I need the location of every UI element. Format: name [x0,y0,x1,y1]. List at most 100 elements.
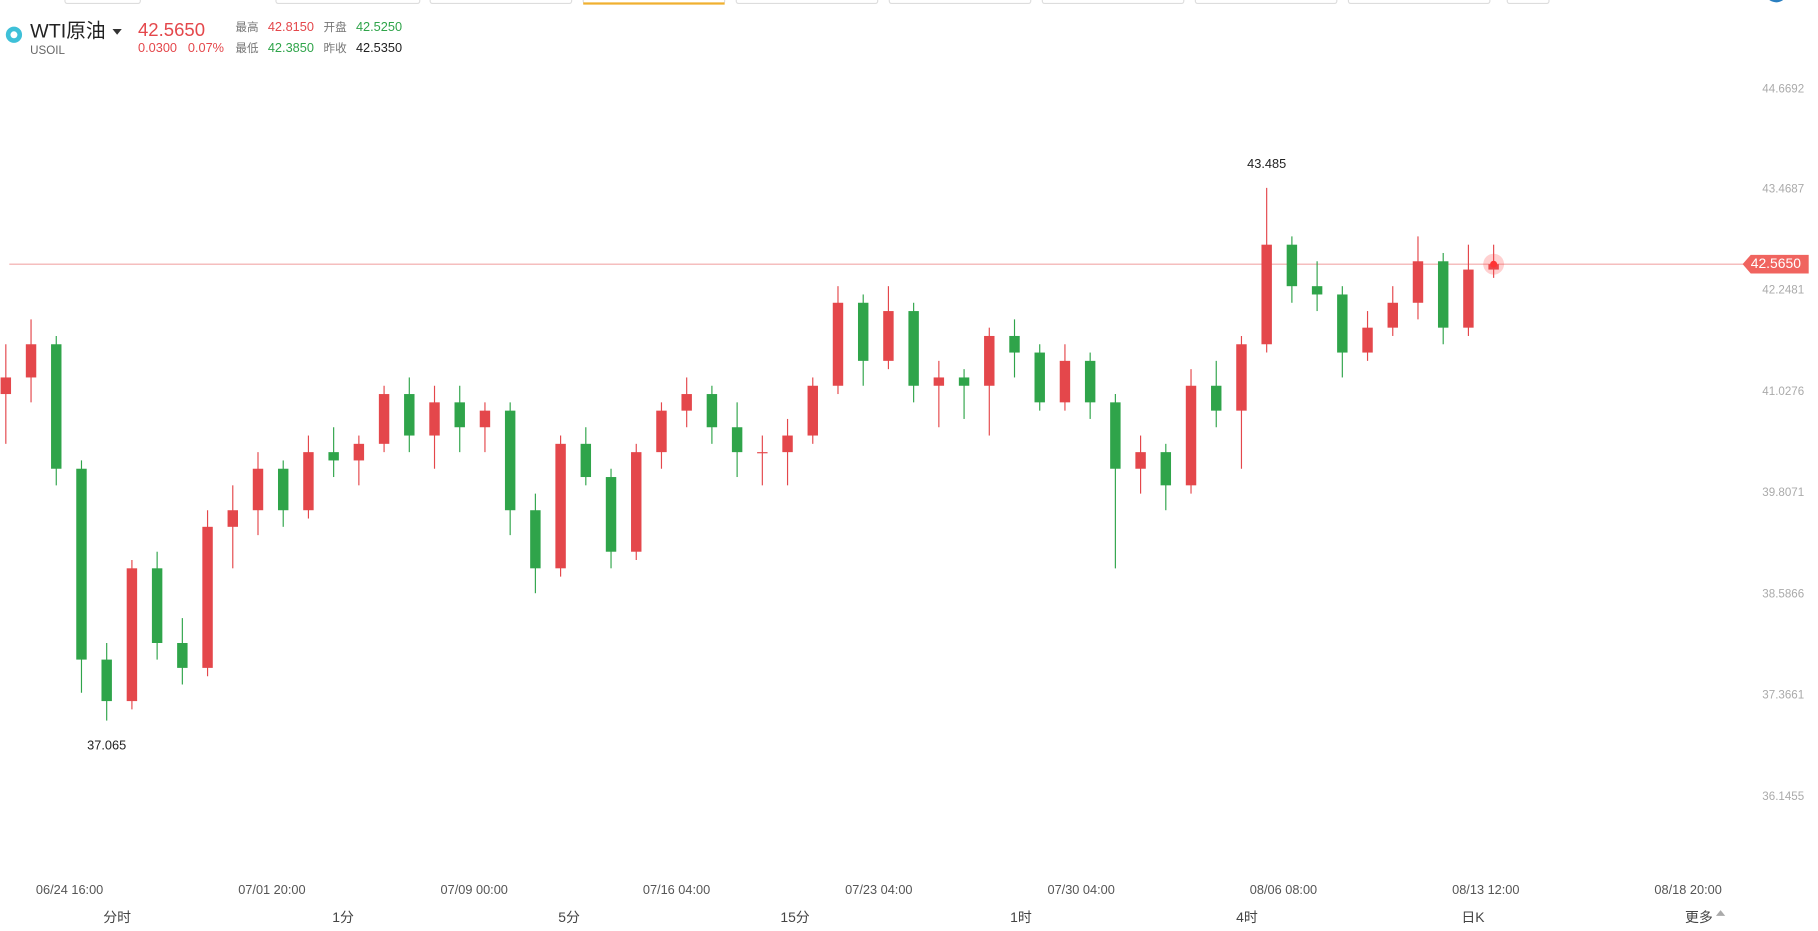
candle-body [1387,302,1398,328]
tab-box[interactable] [275,0,421,5]
header-price: 42.5650 [138,19,205,40]
candle-body [454,402,465,428]
period-tab[interactable]: 4时 [1236,909,1258,925]
top-tabs [64,0,1550,5]
candle-body [1185,385,1197,486]
min-label: 37.065 [87,737,126,752]
candle-body [1463,269,1474,328]
candle-body [1236,344,1247,411]
period-tab[interactable]: 日K [1461,909,1485,925]
tab-box[interactable] [429,0,573,5]
tab-box[interactable] [888,0,1032,5]
max-label: 43.485 [1247,156,1286,171]
y-tick-label: 44.6692 [1762,84,1804,96]
stat-value: 42.5350 [356,40,402,55]
candle-body [1311,286,1323,295]
x-tick-label: 08/13 12:00 [1452,882,1519,897]
candle-body [731,427,743,453]
candle-body [681,394,692,411]
x-tick-label: 07/30 04:00 [1047,882,1114,897]
candle-body [1211,385,1222,411]
avatar[interactable] [1765,0,1788,3]
candle-body [51,344,62,469]
candle-body [782,435,793,453]
x-tick-label: 08/18 20:00 [1654,882,1721,897]
last-dot [1490,260,1498,268]
candle-body [631,452,642,552]
period-tab[interactable]: 更多 [1685,909,1713,925]
candle-body [1135,452,1146,469]
candle-body [504,410,516,511]
period-tab[interactable]: 15分 [780,909,809,925]
candle-body [832,302,844,386]
candle-body [126,568,138,702]
candle-body [958,377,970,386]
y-tick-label: 42.2481 [1762,285,1804,297]
symbol-name[interactable]: WTI原油 [30,21,105,43]
stat-label: 最高 [235,20,258,34]
candle-body [1059,360,1071,403]
candle-body [555,443,566,569]
x-tick-label: 07/01 20:00 [238,882,305,897]
candle-body [605,477,617,552]
candle-body [1286,244,1298,287]
x-tick-label: 07/23 04:00 [845,882,912,897]
candle-body [277,468,289,511]
y-tick-label: 38.5866 [1762,588,1804,600]
stat-value: 42.3850 [268,40,314,55]
candle-body [227,510,238,527]
y-tick-label: 37.3661 [1762,690,1804,702]
period-tab[interactable]: 1分 [332,909,354,925]
dropdown-arrow[interactable] [112,28,122,35]
candle-body [1160,452,1172,486]
candle-body [984,335,995,386]
candle-body [404,394,415,436]
y-tick-label: 36.1455 [1762,791,1804,803]
period-tab[interactable]: 1时 [1010,909,1032,925]
last-price-label: 42.5650 [1751,255,1802,271]
stat-label: 开盘 [324,20,348,34]
candle-body [353,443,365,461]
candle-body [252,468,264,511]
candle-body [151,568,163,643]
candle-body [25,344,37,378]
candle-body [378,394,390,444]
candle-body [1412,261,1424,303]
tab-box[interactable] [1506,0,1550,5]
stat-label: 最低 [235,42,259,55]
period-tab[interactable]: 5分 [558,909,580,925]
x-tick-label: 07/09 00:00 [441,882,508,897]
y-tick-label: 43.4687 [1762,183,1804,195]
y-tick-label: 41.0276 [1762,386,1804,398]
tab-box[interactable] [64,0,141,5]
candle-body [1261,244,1272,345]
candle-body [177,642,188,668]
candle-body [530,510,541,569]
x-tick-label: 08/06 08:00 [1250,882,1317,897]
candle-body [807,385,818,436]
tab-box[interactable] [1194,0,1338,5]
candle-body [1362,327,1373,353]
header-change: 0.0300 [138,40,177,55]
candle-body [580,443,592,478]
last-price-tag [1742,254,1809,274]
tab-box[interactable] [1041,0,1185,5]
candle-body [1084,360,1096,403]
candle-body [202,526,213,668]
candle-body [857,302,869,361]
stat-value: 42.5250 [356,19,402,34]
candle-body [0,377,12,395]
candle-body [656,410,667,453]
candle-body [479,410,491,428]
period-tab[interactable]: 分时 [103,909,131,925]
tab-box[interactable] [1347,0,1491,5]
candle-body [1337,294,1348,353]
symbol-code: USOIL [30,45,65,57]
symbol-icon-dot [10,31,18,39]
tab-box[interactable] [735,0,879,5]
more-arrow[interactable] [1715,910,1726,916]
stat-value: 42.8150 [268,19,314,34]
stat-label: 昨收 [324,41,348,55]
